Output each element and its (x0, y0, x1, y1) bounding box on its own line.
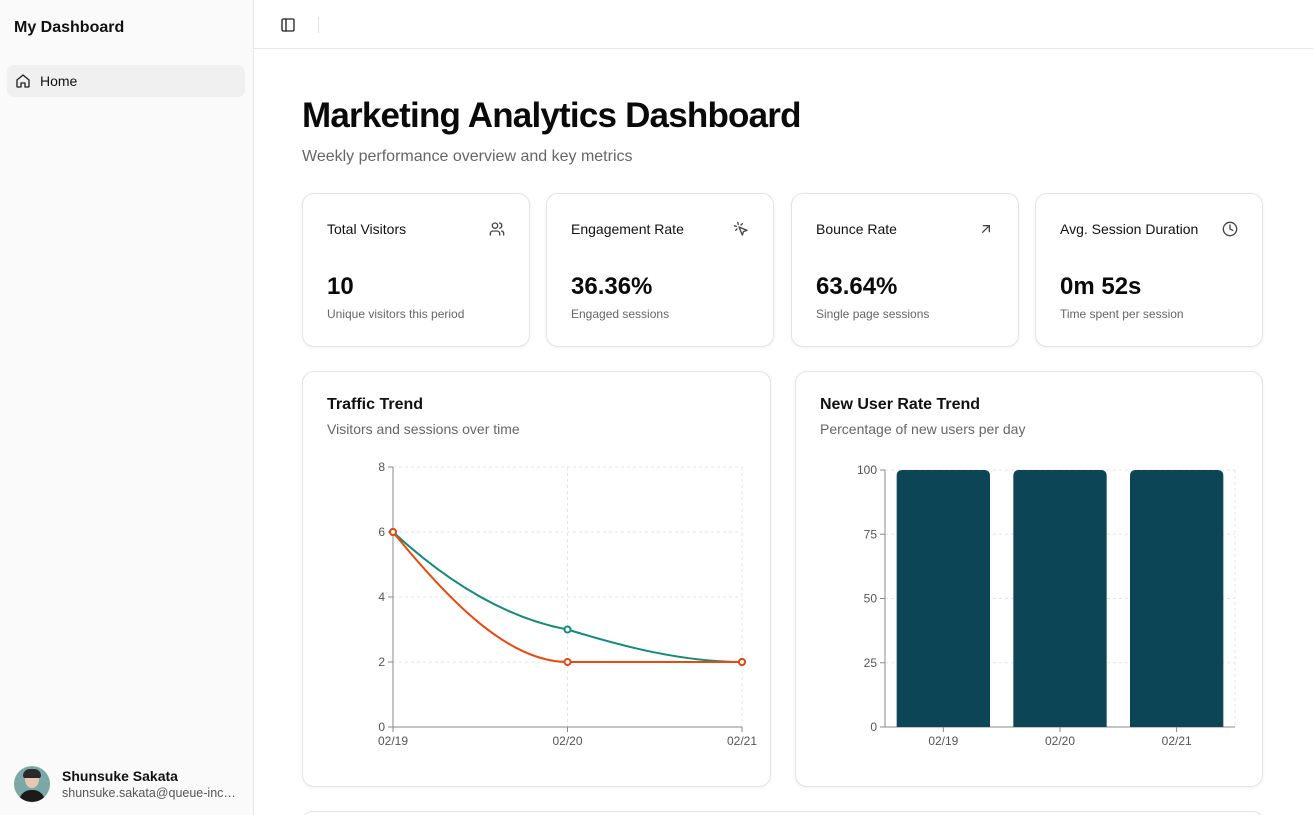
data-point-visitors (563, 658, 572, 666)
data-point-visitors (389, 528, 397, 536)
y-tick-label: 2 (378, 655, 385, 669)
sidebar-item-label: Home (40, 73, 78, 89)
bar-02-21 (1130, 470, 1224, 727)
page-title: Marketing Analytics Dashboard (302, 96, 802, 135)
home-icon (16, 74, 30, 88)
new-user-rate-panel: New User Rate Trend Percentage of new us… (795, 371, 1263, 787)
page-subtitle: Weekly performance overview and key metr… (302, 148, 633, 165)
chart-title: New User Rate Trend (820, 396, 981, 413)
metric-label: Total Visitors (327, 221, 407, 237)
pointer-click-icon (733, 221, 748, 236)
metric-card-total-visitors: Total Visitors 10 Unique visitors this p… (302, 193, 530, 347)
data-point-sessions (563, 625, 572, 634)
data-point-visitors (738, 658, 746, 666)
chart-title: Traffic Trend (327, 396, 424, 413)
y-tick-label: 75 (864, 527, 878, 541)
metric-card-bounce-rate: Bounce Rate 63.64% Single page sessions (791, 193, 1019, 347)
x-tick-label: 02/21 (727, 734, 757, 748)
user-email: shunsuke.sakata@queue-inc.com (62, 785, 238, 800)
metric-value: 63.64% (816, 273, 898, 300)
y-tick-label: 6 (378, 525, 385, 539)
bar-02-19 (896, 470, 990, 727)
y-tick-label: 8 (378, 460, 385, 474)
divider (318, 17, 319, 33)
metric-label: Bounce Rate (816, 221, 897, 237)
chart-subtitle: Percentage of new users per day (820, 421, 1026, 437)
metric-label: Engagement Rate (571, 221, 684, 237)
sidebar: My Dashboard Home Shunsuke Sakata shunsu… (0, 0, 254, 815)
y-tick-label: 100 (857, 463, 877, 477)
clock-icon (1222, 221, 1238, 237)
user-profile[interactable]: Shunsuke Sakata shunsuke.sakata@queue-in… (14, 766, 246, 802)
metric-description: Unique visitors this period (327, 307, 465, 321)
sidebar-item-home[interactable]: Home (7, 65, 245, 97)
y-tick-label: 50 (864, 592, 878, 606)
x-tick-label: 02/20 (552, 734, 582, 748)
y-tick-label: 0 (378, 720, 385, 734)
metric-card-engagement-rate: Engagement Rate 36.36% Engaged sessions (546, 193, 774, 347)
metric-value: 10 (327, 273, 354, 300)
traffic-trend-chart: 0 2 4 6 8 02/19 02/20 02/21 (378, 460, 757, 748)
metric-value: 36.36% (571, 273, 653, 300)
users-icon (489, 222, 505, 236)
sidebar-toggle-icon[interactable] (280, 17, 296, 33)
metric-value: 0m 52s (1060, 273, 1142, 300)
x-tick-label: 02/19 (378, 734, 408, 748)
metric-card-avg-session-duration: Avg. Session Duration 0m 52s Time spent … (1035, 193, 1263, 347)
x-tick-label: 02/19 (928, 734, 958, 748)
metric-description: Single page sessions (816, 307, 930, 321)
y-tick-label: 4 (378, 590, 385, 604)
x-tick-label: 02/21 (1162, 734, 1192, 748)
brand-title: My Dashboard (14, 19, 125, 36)
next-panel (302, 811, 1263, 815)
traffic-trend-panel: Traffic Trend Visitors and sessions over… (302, 371, 771, 787)
x-tick-label: 02/20 (1045, 734, 1075, 748)
new-user-rate-chart: 0 25 50 75 100 02/19 02/20 02/21 (857, 463, 1236, 748)
bar-02-20 (1013, 470, 1107, 727)
metric-description: Time spent per session (1060, 307, 1184, 321)
y-tick-label: 0 (870, 720, 877, 734)
metric-description: Engaged sessions (571, 307, 670, 321)
chart-subtitle: Visitors and sessions over time (327, 421, 520, 437)
user-name: Shunsuke Sakata (62, 767, 178, 784)
topbar (254, 0, 1313, 49)
avatar (14, 766, 50, 802)
arrow-up-right-icon (982, 225, 990, 233)
y-tick-label: 25 (864, 656, 878, 670)
metric-label: Avg. Session Duration (1060, 221, 1199, 237)
